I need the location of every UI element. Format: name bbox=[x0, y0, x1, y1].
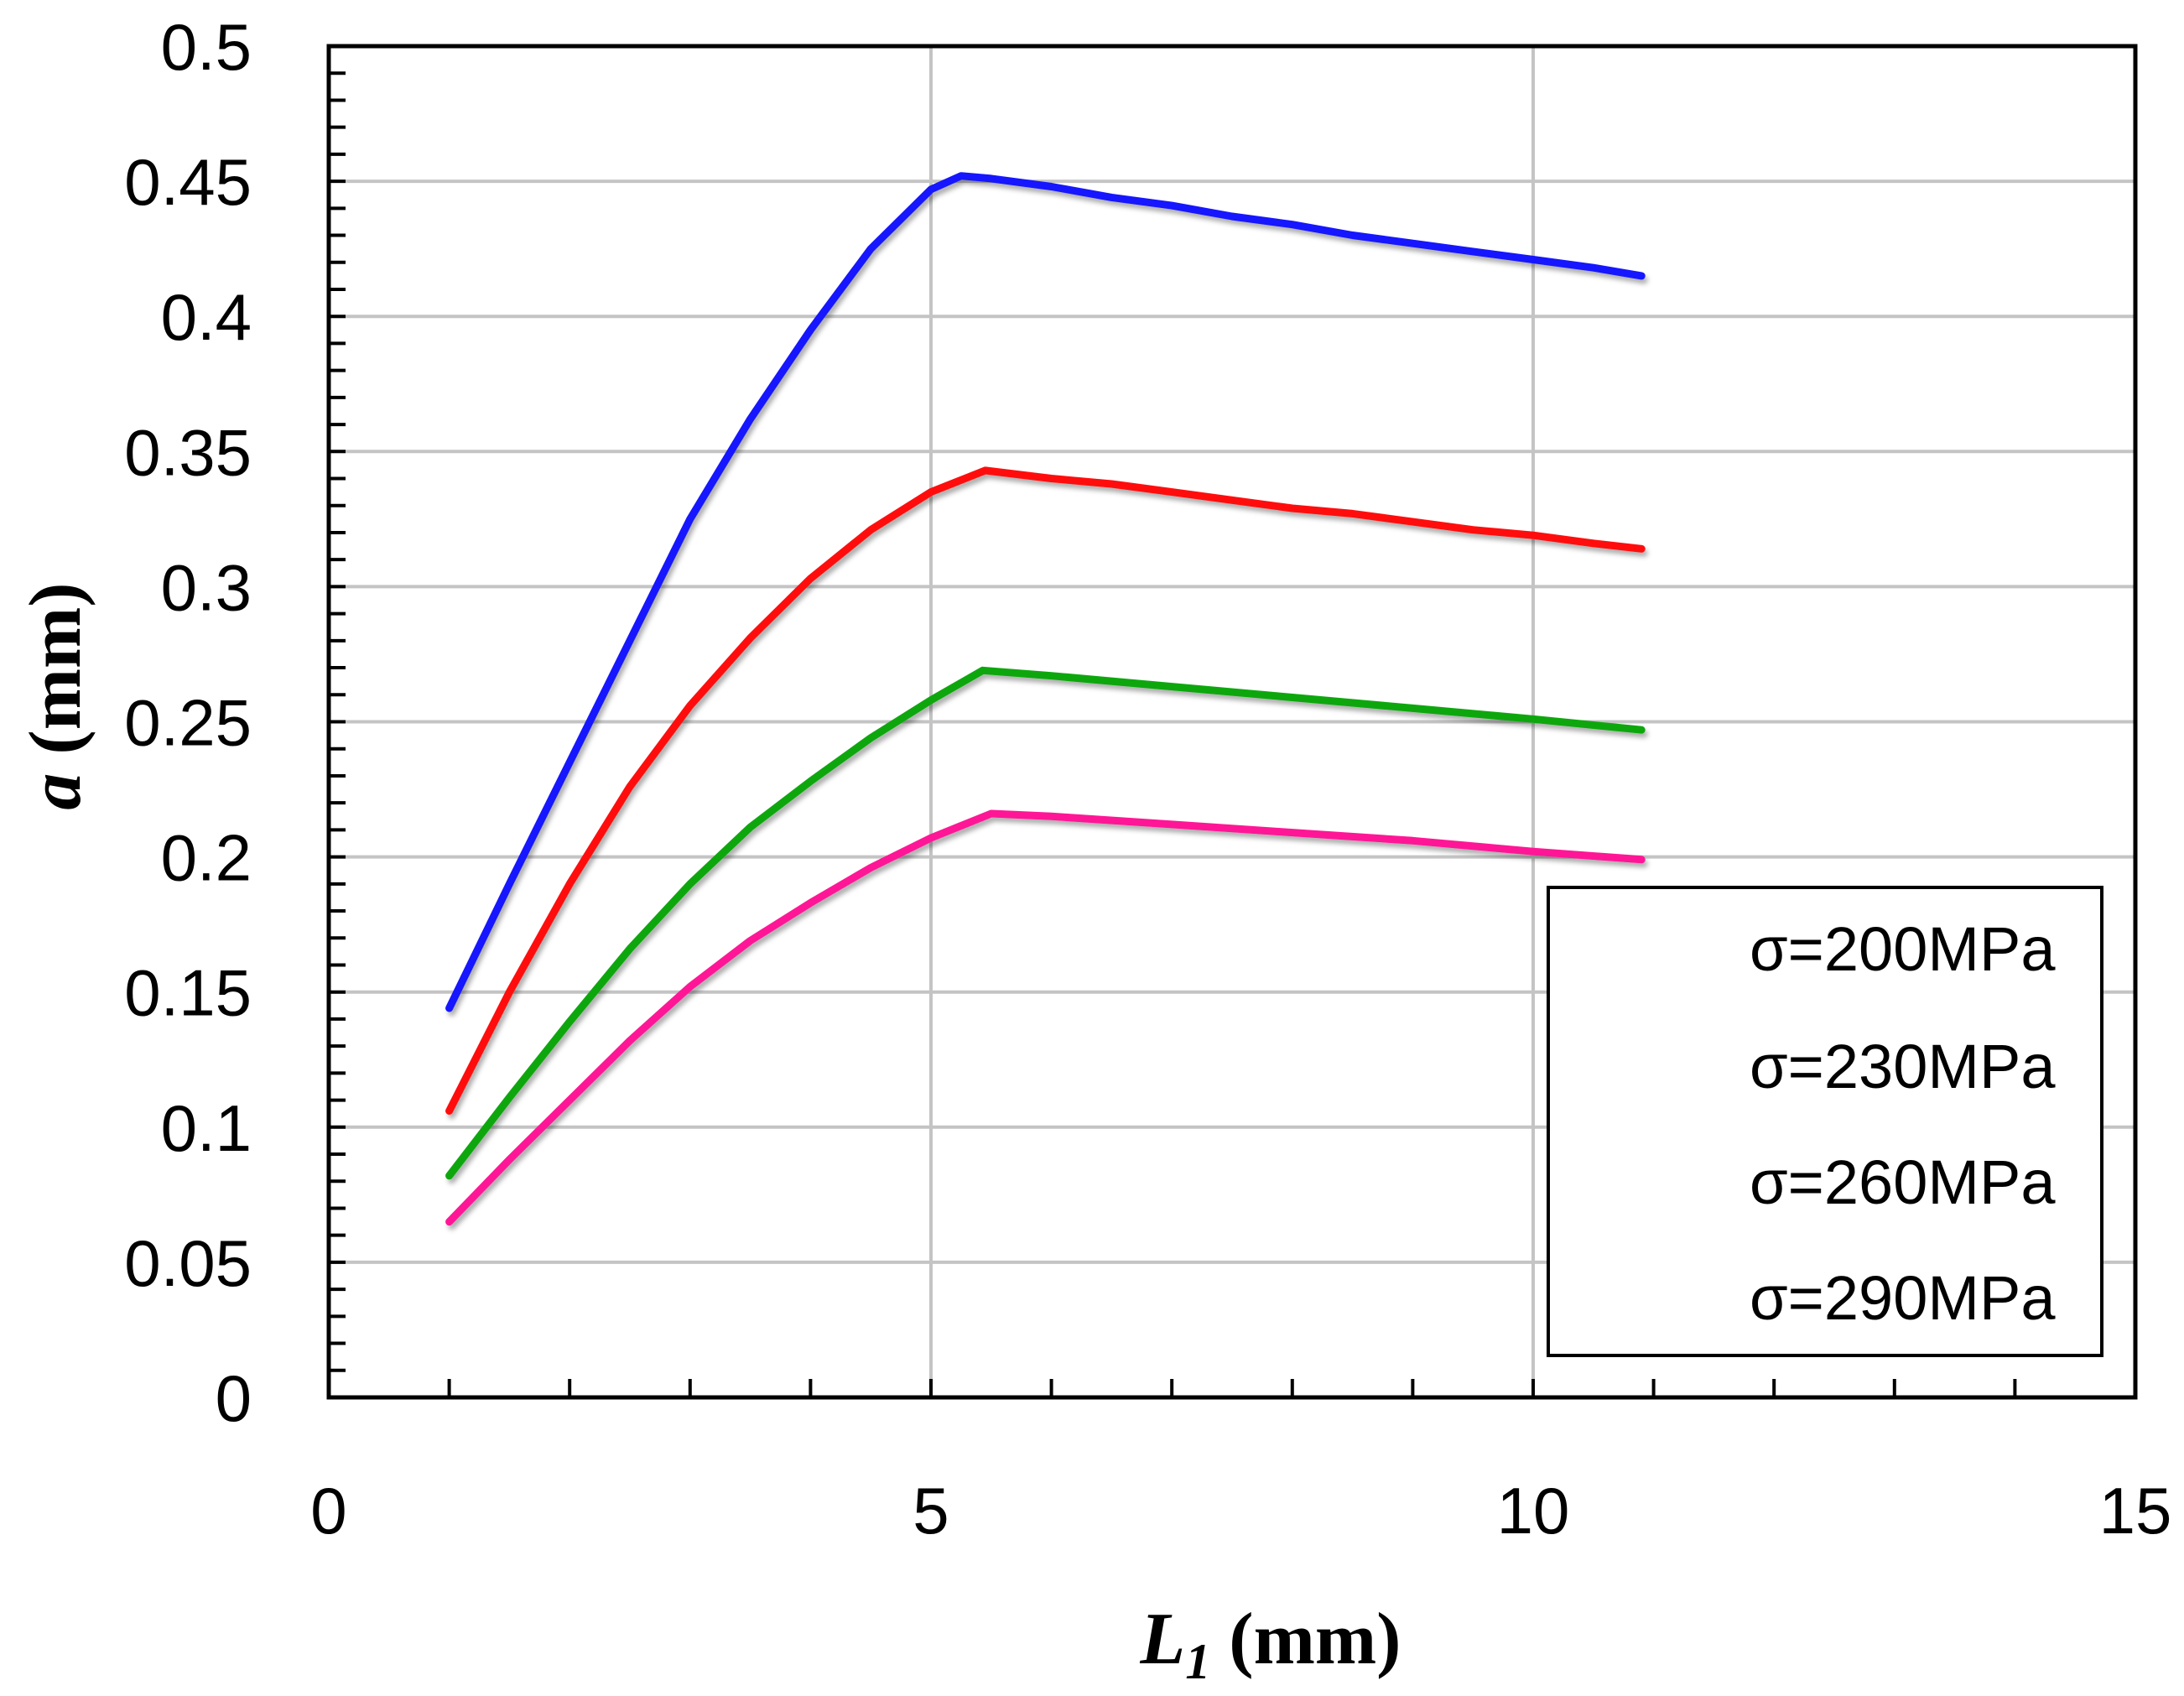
x-axis-label: L1 (mm) bbox=[1140, 1599, 1401, 1689]
legend-label-sigma-200mpa: σ=200MPa bbox=[1750, 914, 2056, 984]
series-line-sigma-230mpa bbox=[445, 466, 1646, 1115]
legend-label-sigma-230mpa: σ=230MPa bbox=[1750, 1032, 2056, 1101]
legend-box bbox=[1547, 886, 2103, 1357]
x-tick-label: 10 bbox=[1497, 1474, 1570, 1548]
legend: σ=200MPa σ=230MPa σ=260MPa σ=290MPa bbox=[1547, 886, 2103, 1357]
legend-entry-sigma-260mpa: σ=260MPa bbox=[1594, 1147, 2056, 1217]
y-tick-label: 0 bbox=[216, 1361, 252, 1435]
y-tick-label: 0.25 bbox=[124, 686, 252, 760]
x-tick-labels: 0 5 10 15 bbox=[310, 1474, 2171, 1548]
series-line-sigma-260mpa bbox=[445, 666, 1646, 1180]
legend-label-sigma-290mpa: σ=290MPa bbox=[1750, 1263, 2056, 1333]
y-tick-label: 0.1 bbox=[161, 1091, 252, 1165]
series-line-sigma-290mpa bbox=[445, 809, 1646, 1226]
y-tick-label: 0.35 bbox=[124, 415, 252, 489]
y-axis-variable: a bbox=[15, 773, 96, 810]
y-tick-label: 0.15 bbox=[124, 956, 252, 1030]
y-tick-label: 0.3 bbox=[161, 550, 252, 624]
series-group bbox=[445, 172, 1646, 1226]
y-tick-labels: 0 0.05 0.1 0.15 0.2 0.25 0.3 0.35 0.4 0.45 0.5 bbox=[124, 10, 252, 1435]
y-tick-label: 0.2 bbox=[161, 821, 252, 895]
legend-entry-sigma-200mpa: σ=200MPa bbox=[1594, 914, 2056, 984]
x-axis-subscript: 1 bbox=[1185, 1634, 1210, 1689]
legend-entry-sigma-290mpa: σ=290MPa bbox=[1594, 1263, 2056, 1333]
legend-label-sigma-260mpa: σ=260MPa bbox=[1750, 1147, 2056, 1217]
x-axis-unit: (mm) bbox=[1229, 1599, 1401, 1680]
tick-marks bbox=[329, 71, 2017, 1397]
x-axis-variable: L bbox=[1140, 1599, 1186, 1680]
y-axis-label: a (mm) bbox=[15, 582, 96, 809]
x-tick-label: 0 bbox=[310, 1474, 346, 1548]
x-tick-label: 5 bbox=[913, 1474, 949, 1548]
y-axis-unit: (mm) bbox=[15, 582, 96, 754]
legend-entry-sigma-230mpa: σ=230MPa bbox=[1594, 1032, 2056, 1101]
y-tick-label: 0.45 bbox=[124, 145, 252, 219]
y-tick-label: 0.4 bbox=[161, 280, 252, 354]
x-tick-label: 15 bbox=[2099, 1474, 2172, 1548]
y-tick-label: 0.05 bbox=[124, 1226, 252, 1300]
series-line-sigma-200mpa bbox=[445, 172, 1646, 1012]
y-tick-label: 0.5 bbox=[161, 10, 252, 84]
